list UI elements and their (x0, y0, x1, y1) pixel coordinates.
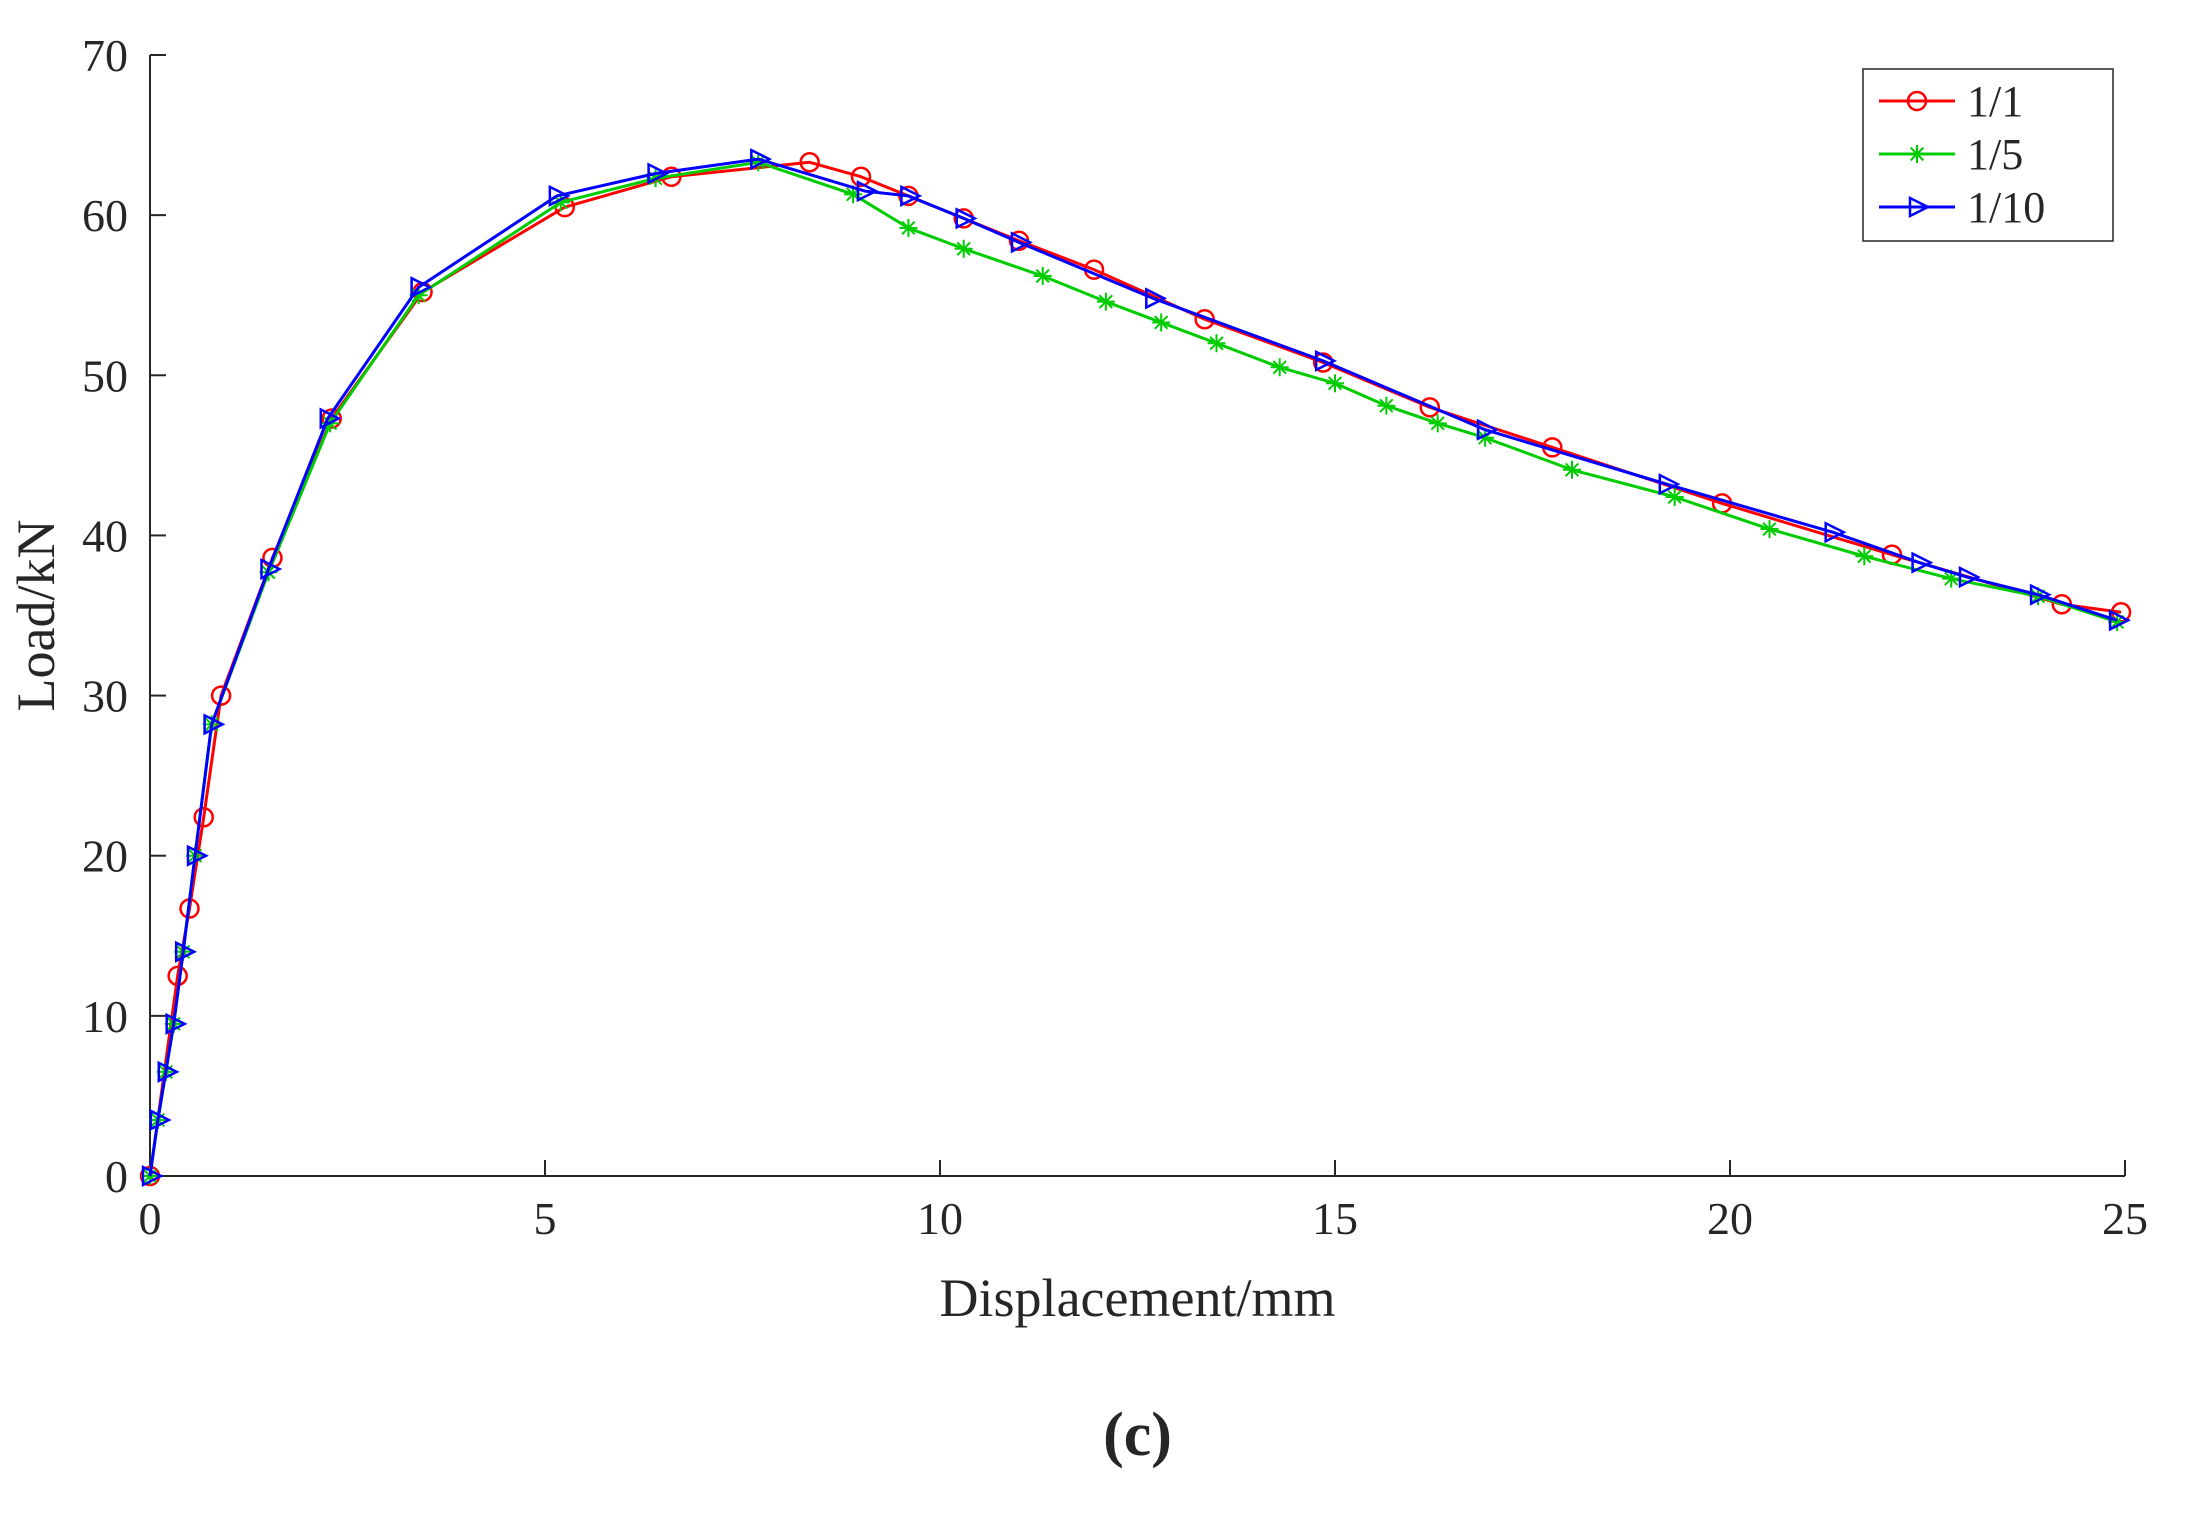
triangle-right-marker (319, 407, 342, 430)
asterisk-marker (1909, 146, 1925, 162)
y-tick-label: 70 (82, 30, 128, 81)
y-tick-label: 50 (82, 350, 128, 401)
legend-label: 1/5 (1967, 130, 2023, 179)
triangle-right-marker (856, 180, 879, 203)
circle-marker (1906, 90, 1928, 112)
triangle-right-marker (165, 1012, 188, 1035)
circle-marker (799, 152, 820, 173)
asterisk-marker (1430, 416, 1445, 431)
legend-label: 1/1 (1967, 77, 2023, 126)
triangle-right-marker (203, 713, 226, 736)
circle-marker (1419, 397, 1441, 418)
x-tick-label: 20 (1707, 1193, 1753, 1244)
asterisk-marker (1379, 398, 1394, 413)
triangle-right-marker (548, 184, 571, 207)
triangle-right-marker (1908, 195, 1931, 219)
legend-label: 1/10 (1967, 183, 2045, 232)
asterisk-marker (1098, 294, 1113, 309)
triangle-right-marker (1911, 551, 1934, 574)
asterisk-marker (1209, 336, 1224, 351)
triangle-right-marker (1824, 521, 1847, 544)
triangle-right-marker (410, 276, 433, 299)
circle-marker (193, 807, 214, 828)
y-tick-label: 20 (82, 831, 128, 882)
triangle-right-marker (157, 1060, 180, 1083)
series-line-1-1 (148, 160, 2122, 1177)
series-line-1-10 (148, 157, 2118, 1177)
triangle-right-marker (900, 184, 923, 207)
triangle-right-marker (647, 162, 670, 185)
circle-marker (850, 166, 872, 187)
triangle-right-marker (2108, 609, 2131, 632)
asterisk-marker (1857, 549, 1872, 564)
x-tick-label: 10 (917, 1193, 963, 1244)
asterisk-marker (1272, 360, 1287, 375)
y-tick-label: 0 (105, 1151, 128, 1202)
y-tick-label: 60 (82, 190, 128, 241)
triangle-right-marker (1476, 418, 1499, 441)
triangle-right-marker (750, 148, 773, 171)
y-tick-label: 40 (82, 510, 128, 561)
circle-marker (210, 685, 232, 706)
triangle-right-marker (1314, 349, 1337, 372)
triangle-right-marker (141, 1164, 164, 1188)
x-tick-label: 25 (2102, 1193, 2148, 1244)
triangle-right-marker (186, 844, 209, 867)
figure-caption: (c) (1103, 1401, 1172, 1469)
y-tick-label: 10 (82, 991, 128, 1042)
triangle-right-marker (260, 558, 283, 581)
triangle-right-marker (955, 207, 978, 230)
x-axis-label: Displacement/mm (940, 1268, 1336, 1328)
triangle-right-marker (2029, 583, 2052, 606)
y-axis-label: Load/kN (6, 520, 66, 712)
y-tick-label: 30 (82, 671, 128, 722)
x-tick-label: 0 (139, 1193, 162, 1244)
asterisk-marker (1564, 462, 1580, 477)
asterisk-marker (1154, 315, 1169, 330)
asterisk-marker (1327, 376, 1343, 391)
triangle-right-marker (1145, 287, 1168, 310)
series-line-1-5 (148, 160, 2118, 1177)
x-tick-label: 15 (1312, 1193, 1358, 1244)
triangle-right-marker (1958, 566, 1981, 589)
triangle-right-marker (174, 940, 197, 963)
triangle-right-marker (149, 1108, 172, 1131)
asterisk-marker (1667, 489, 1682, 505)
asterisk-marker (1762, 521, 1777, 537)
triangle-right-marker (1658, 473, 1681, 496)
asterisk-marker (956, 241, 971, 256)
asterisk-marker (901, 220, 916, 236)
asterisk-marker (1035, 268, 1050, 284)
triangle-right-marker (1010, 231, 1033, 254)
x-tick-label: 5 (534, 1193, 557, 1244)
